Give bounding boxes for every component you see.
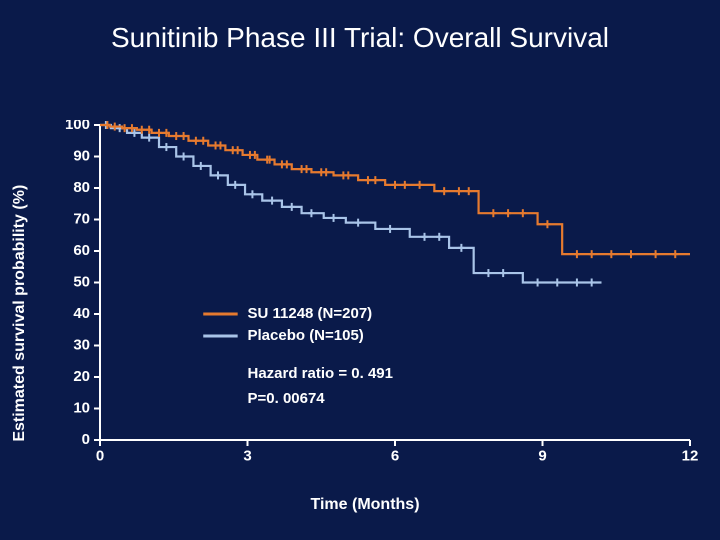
svg-text:30: 30 <box>73 336 90 353</box>
km-curve-placebo <box>100 125 602 283</box>
svg-text:60: 60 <box>73 242 90 259</box>
svg-text:50: 50 <box>73 273 90 290</box>
svg-text:70: 70 <box>73 210 90 227</box>
x-axis-label: Time (Months) <box>30 496 700 514</box>
hazard-ratio-text: Hazard ratio = 0. 491 <box>248 365 394 382</box>
svg-text:6: 6 <box>391 447 399 464</box>
svg-text:40: 40 <box>73 305 90 322</box>
svg-text:0: 0 <box>96 447 104 464</box>
svg-text:9: 9 <box>538 447 546 464</box>
km-svg: 0 10 20 30 40 50 60 70 80 90 100 0 3 6 9 12 SU 11248 (N=… <box>30 120 700 475</box>
svg-text:80: 80 <box>73 179 90 196</box>
svg-text:100: 100 <box>65 120 90 133</box>
legend-label-placebo: Placebo (N=105) <box>248 327 364 344</box>
svg-text:12: 12 <box>682 447 699 464</box>
svg-text:20: 20 <box>73 368 90 385</box>
svg-text:10: 10 <box>73 399 90 416</box>
svg-text:0: 0 <box>82 431 90 448</box>
km-curve-su11248 <box>100 125 690 254</box>
svg-text:90: 90 <box>73 147 90 164</box>
legend-label-su11248: SU 11248 (N=207) <box>248 305 373 322</box>
slide-root: Sunitinib Phase III Trial: Overall Survi… <box>0 0 720 540</box>
y-axis-label: Estimated survival probability (%) <box>11 185 29 442</box>
km-chart: Estimated survival probability (%) 01020… <box>30 120 700 510</box>
p-value-text: P=0. 00674 <box>248 390 326 407</box>
svg-text:3: 3 <box>243 447 251 464</box>
slide-title: Sunitinib Phase III Trial: Overall Survi… <box>0 22 720 54</box>
